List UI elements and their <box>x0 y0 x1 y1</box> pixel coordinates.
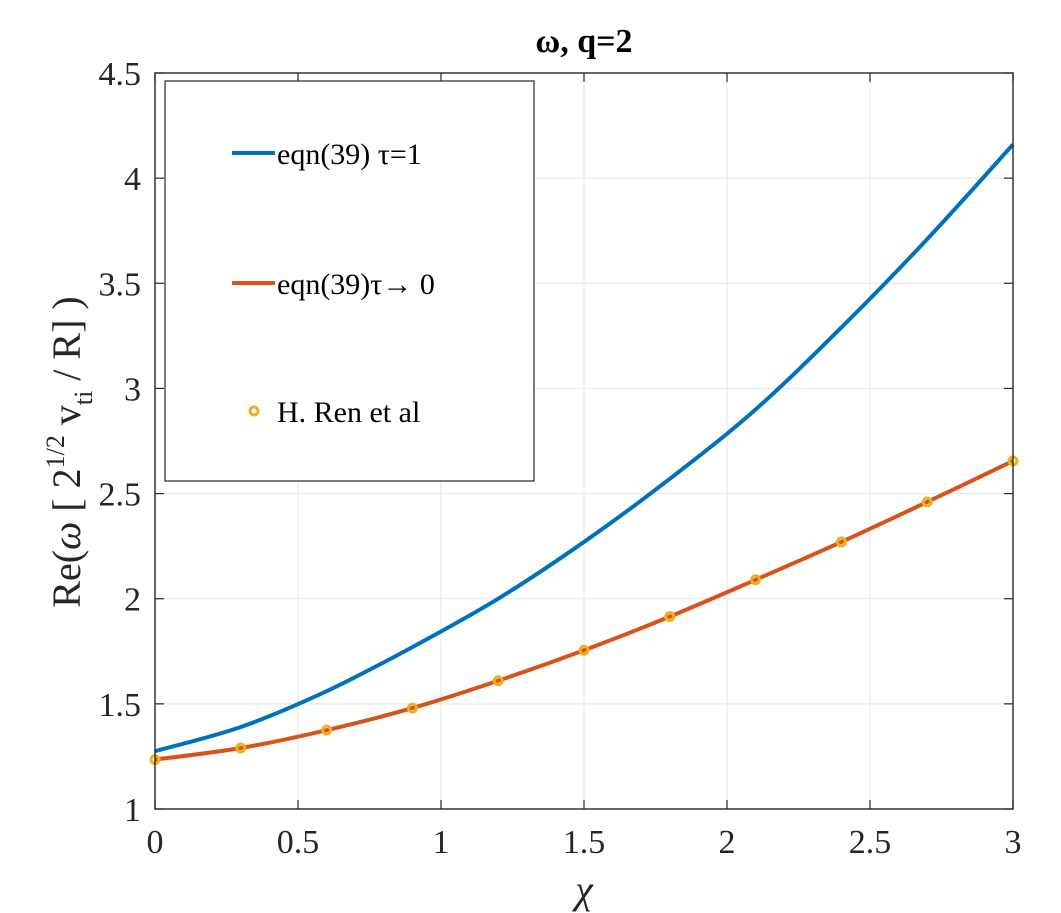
y-tick-label: 2 <box>124 582 141 619</box>
data-point-marker <box>235 742 247 754</box>
data-point-marker <box>406 702 418 714</box>
x-tick-label: 1 <box>433 824 450 861</box>
svg-text:Re(ω [ 21/2 vti / R] ): Re(ω [ 21/2 vti / R] ) <box>41 296 98 607</box>
data-point-marker <box>835 536 847 548</box>
x-tick-label: 1.5 <box>563 824 606 861</box>
y-tick-label: 2.5 <box>99 477 142 514</box>
data-point-marker <box>321 724 333 736</box>
y-tick-label: 4 <box>124 161 141 198</box>
data-point-marker <box>750 574 762 586</box>
axes-frame <box>154 72 1014 810</box>
series-line-1 <box>154 459 1014 762</box>
legend-marker-ren <box>248 405 260 417</box>
y-tick-label: 1 <box>124 792 141 829</box>
legend: eqn(39) τ=1 eqn(39)τ→ 0 H. Ren et al <box>164 80 535 482</box>
data-point-marker <box>578 644 590 656</box>
y-axis-label: Re(ω [ 21/2 vti / R] ) <box>41 296 98 607</box>
plot-series <box>149 143 1019 766</box>
tick-labels: 0 0.5 1 1.5 2 2.5 3 1 1.5 2 2.5 3 3.5 4 4.5 <box>99 56 1022 861</box>
axes-box <box>154 72 1014 810</box>
legend-label-tau-1: eqn(39) τ=1 <box>277 138 422 171</box>
legend-label-ren: H. Ren et al <box>277 396 420 429</box>
x-tick-label: 0 <box>147 824 164 861</box>
data-point-marker <box>492 675 504 687</box>
x-axis-label: χ <box>571 867 594 912</box>
legend-label-tau-0: eqn(39)τ→ 0 <box>277 268 435 301</box>
series-line-0 <box>154 143 1015 754</box>
y-tick-label: 3 <box>124 371 141 408</box>
x-tick-label: 2 <box>719 824 736 861</box>
data-point-marker <box>664 611 676 623</box>
x-tick-label: 0.5 <box>277 824 320 861</box>
legend-box <box>164 80 535 482</box>
chart-title: ω, q=2 <box>535 23 632 60</box>
x-tick-label: 3 <box>1005 824 1022 861</box>
y-tick-label: 1.5 <box>99 687 142 724</box>
data-point-marker <box>921 496 933 508</box>
y-tick-label: 4.5 <box>99 56 142 93</box>
y-tick-label: 3.5 <box>99 266 142 303</box>
x-tick-label: 2.5 <box>849 824 892 861</box>
